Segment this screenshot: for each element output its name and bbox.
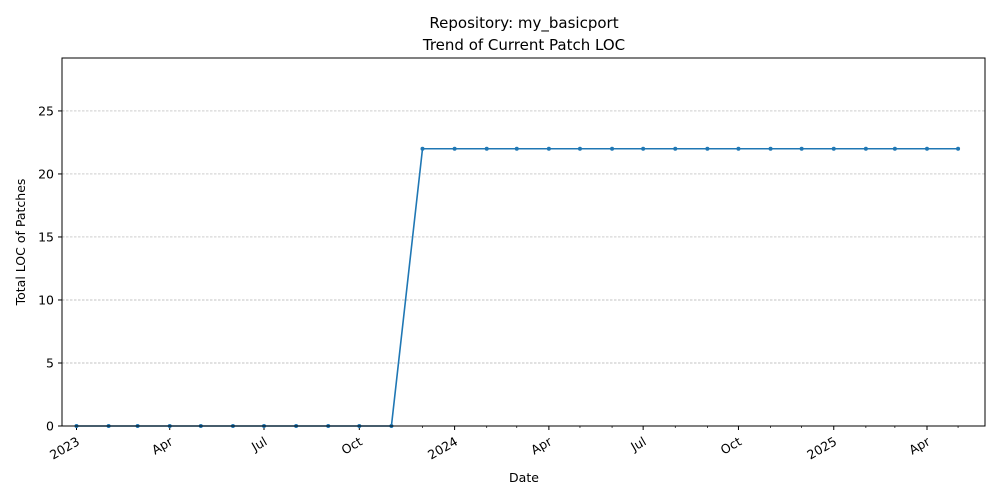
data-point xyxy=(892,146,897,151)
x-tick-label: Oct xyxy=(718,434,744,458)
data-point xyxy=(705,146,710,151)
data-point xyxy=(610,146,615,151)
y-tick-label: 0 xyxy=(46,419,54,434)
y-axis-ticks: 0 5 10 15 20 25 xyxy=(38,103,62,434)
x-axis-label: Date xyxy=(509,470,539,485)
x-tick-label: Oct xyxy=(339,434,365,458)
data-point xyxy=(673,146,678,151)
data-point xyxy=(641,146,646,151)
y-tick-label: 25 xyxy=(38,103,54,118)
data-point xyxy=(799,146,804,151)
data-point xyxy=(420,146,425,151)
data-point xyxy=(546,146,551,151)
grid xyxy=(62,110,985,364)
x-tick-label: 2025 xyxy=(804,434,839,463)
plot-area-frame xyxy=(61,57,986,427)
data-point xyxy=(863,146,868,151)
data-point xyxy=(768,146,773,151)
y-tick-label: 5 xyxy=(46,355,54,370)
y-tick-label: 20 xyxy=(38,166,54,181)
data-point xyxy=(924,146,929,151)
data-point xyxy=(956,146,961,151)
series-line xyxy=(76,147,959,427)
x-tick-label: Apr xyxy=(906,433,933,457)
x-tick-label: Jul xyxy=(627,434,648,455)
data-point xyxy=(484,146,489,151)
y-tick-label: 15 xyxy=(38,229,54,244)
data-point xyxy=(514,146,519,151)
data-point xyxy=(577,146,582,151)
x-tick-label: Jul xyxy=(248,434,269,455)
x-axis-ticks: 2023 Apr Jul Oct 2024 Apr Jul Oct 2025 Apr xyxy=(47,426,959,463)
x-tick-label: Apr xyxy=(149,433,176,457)
x-tick-label: Apr xyxy=(528,433,555,457)
x-tick-label: 2024 xyxy=(425,434,460,463)
series-layer xyxy=(74,146,961,428)
chart-title: Repository: my_basicport xyxy=(429,14,618,33)
x-tick-label: 2023 xyxy=(47,434,82,463)
chart-subtitle: Trend of Current Patch LOC xyxy=(422,36,625,54)
y-tick-label: 10 xyxy=(38,292,54,307)
data-point xyxy=(831,146,836,151)
data-point xyxy=(452,146,457,151)
data-point xyxy=(736,146,741,151)
y-axis-label: Total LOC of Patches xyxy=(13,179,28,307)
